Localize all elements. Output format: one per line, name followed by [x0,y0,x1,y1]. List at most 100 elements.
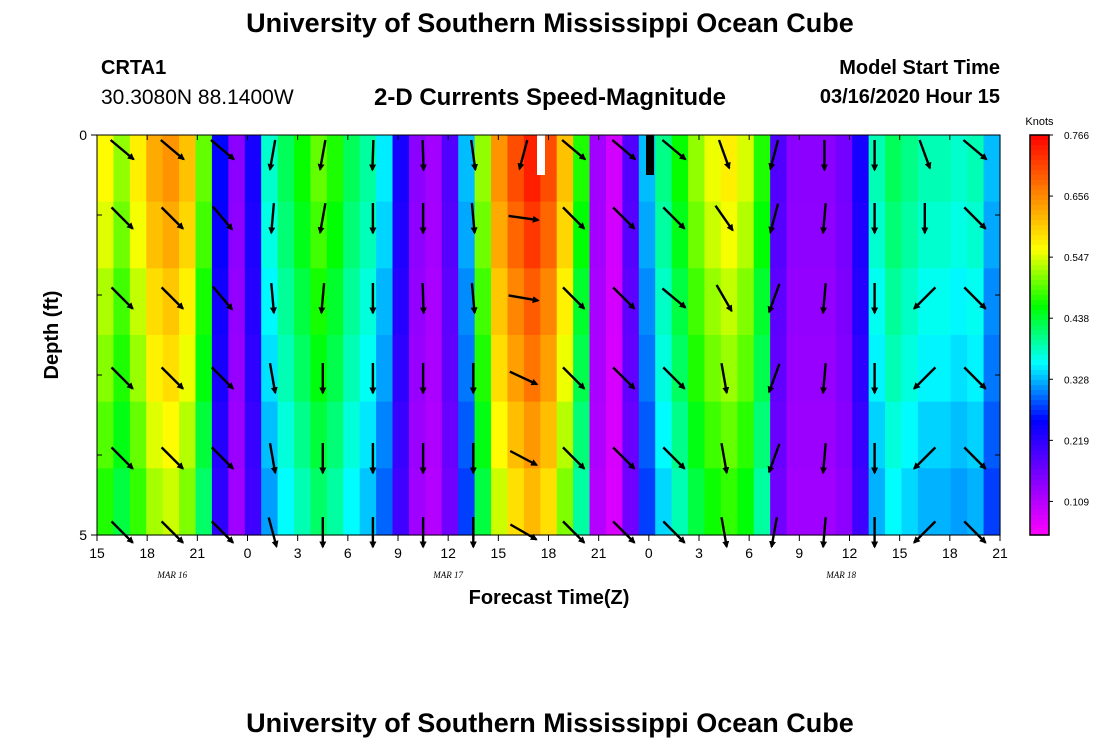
colorbar-segment [1030,385,1049,391]
heatmap-cell [458,335,476,403]
current-vector [661,139,687,161]
heatmap-cells [97,135,1001,536]
heatmap-cell [326,201,344,269]
station-name: CRTA1 [101,57,167,79]
colorbar-segment [1030,175,1049,181]
heatmap-cell [753,135,771,203]
heatmap-cell [376,401,394,469]
heatmap-cell [491,401,509,469]
colorbar-segment [1030,240,1049,246]
heatmap-cell [507,201,525,269]
current-vector [612,286,636,310]
heatmap-cell [162,335,180,403]
heatmap-cell [967,201,985,269]
current-vector [369,139,377,172]
current-vector [562,286,586,310]
x-tick-label: 3 [695,545,703,561]
current-vector [160,286,184,310]
x-tick-label: 6 [344,545,352,561]
heatmap-cell [277,401,295,469]
heatmap-cell [802,135,820,203]
heatmap-cell [343,201,361,269]
heatmap-cell [885,268,903,336]
current-vector [160,139,185,161]
heatmap-cell [97,335,115,403]
colorbar-segment [1030,315,1049,321]
colorbar-segment [1030,155,1049,161]
current-vector [268,362,278,395]
colorbar-segment [1030,525,1049,531]
current-vector [160,446,184,470]
heatmap-cell [146,135,164,203]
heatmap-cell [770,268,788,336]
heatmap-cell [688,401,706,469]
current-vector [820,442,828,475]
heatmap-cell [474,335,492,403]
heatmap-cell [507,135,525,203]
heatmap-cell [638,468,656,536]
heatmap-cell [556,268,574,336]
heatmap-cell [277,468,295,536]
footer-title: University of Southern Mississippi Ocean… [246,708,854,738]
heatmap-cell [934,468,952,536]
colorbar-segment [1030,275,1049,281]
heatmap-cell [950,335,968,403]
colorbar-segment [1030,250,1049,256]
heatmap-cell [589,401,607,469]
x-tick-label: 12 [842,545,858,561]
heatmap-cell [671,401,689,469]
current-vector [509,370,539,386]
heatmap-cell [425,335,443,403]
heatmap-cell [934,268,952,336]
colorbar-segment [1030,280,1049,286]
current-vector [918,139,932,170]
current-vector [963,286,987,310]
heatmap-cell [326,468,344,536]
heatmap-cell [688,335,706,403]
heatmap-cell [819,268,837,336]
heatmap-cell [474,268,492,336]
heatmap-cell [376,268,394,336]
current-vector [717,139,731,170]
heatmap-cell [917,401,935,469]
current-vector [470,282,478,315]
heatmap-cell [211,335,229,403]
colorbar-segment [1030,435,1049,441]
current-vector [662,206,686,230]
x-tick-label: 18 [139,545,155,561]
heatmap-cell [523,268,541,336]
x-tick-label: 12 [440,545,456,561]
colorbar-label: 0.219 [1064,436,1089,447]
heatmap-cell [343,135,361,203]
heatmap-cell [310,468,328,536]
heatmap-cell [786,401,804,469]
heatmap-cell [458,135,476,203]
heatmap-cell [967,335,985,403]
current-vector [211,205,234,231]
heatmap-cell [441,335,459,403]
heatmap-cell [343,401,361,469]
colorbar-segment [1030,300,1049,306]
heatmap-cell [655,268,673,336]
colorbar-segment [1030,375,1049,381]
heatmap-cell [901,468,919,536]
heatmap-cell [441,201,459,269]
colorbar-label: 0.547 [1064,253,1089,264]
current-vector [317,139,327,171]
heatmap-cell [261,268,279,336]
colorbar-segment [1030,180,1049,186]
heatmap-cell [458,468,476,536]
heatmap-cell [852,201,870,269]
heatmap-cell [146,401,164,469]
colorbar-label: 0.328 [1064,375,1089,386]
heatmap-cell [523,201,541,269]
heatmap-cell [655,401,673,469]
current-vector [419,282,427,315]
heatmap-cell [868,135,886,203]
heatmap-cell [605,268,623,336]
current-vector [767,443,781,474]
colorbar-segment [1030,505,1049,511]
current-vector [317,202,327,235]
heatmap-cell [622,335,640,403]
y-tick-label: 5 [79,527,87,543]
